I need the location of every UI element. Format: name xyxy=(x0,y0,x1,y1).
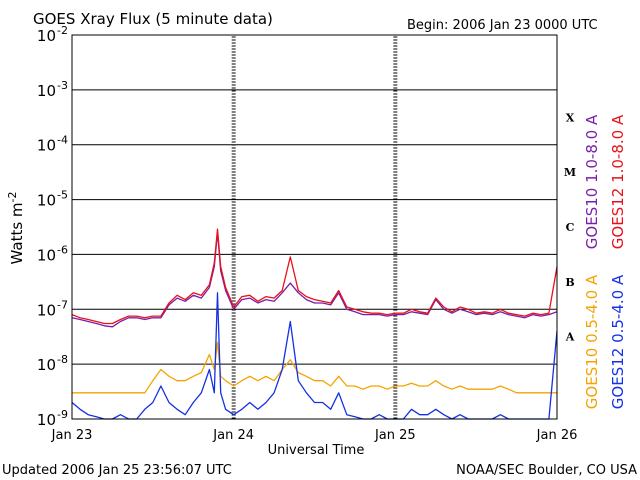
y-tick-label: 10 -7 xyxy=(37,298,68,319)
svg-text:Watts m-2: Watts m-2 xyxy=(6,192,26,265)
series-layer xyxy=(71,228,558,420)
y-tick-base: 10 xyxy=(37,192,56,210)
legend-label: GOES12 1.0-8.0 A xyxy=(609,114,627,249)
flare-class-label: A xyxy=(565,331,575,344)
y-axis-label: Watts m-2 xyxy=(6,192,26,265)
y-tick-label: 10 -3 xyxy=(37,79,68,100)
legend-entry: GOES10 1.0-8.0 A xyxy=(583,114,601,249)
y-tick-exponent: -2 xyxy=(57,24,68,37)
y-tick-exponent: -8 xyxy=(57,353,68,366)
x-tick-label: Jan 23 xyxy=(51,428,93,443)
day-tick-marks xyxy=(231,36,398,419)
begin-label: Begin: 2006 Jan 23 0000 UTC xyxy=(407,18,598,33)
y-tick-base: 10 xyxy=(37,301,56,319)
x-tick-label: Jan 24 xyxy=(212,428,254,443)
x-tick-label: Jan 25 xyxy=(374,428,416,443)
legend-entry: GOES12 0.5-4.0 A xyxy=(609,274,627,409)
y-tick-exponent: -6 xyxy=(57,243,68,256)
series-line xyxy=(72,341,557,394)
y-tick-label: 10 -4 xyxy=(37,134,68,155)
y-tick-label: 10 -8 xyxy=(37,353,68,374)
updated-timestamp: Updated 2006 Jan 25 23:56:07 UTC xyxy=(2,463,232,478)
legend-label: GOES12 0.5-4.0 A xyxy=(609,274,627,409)
y-tick-labels: 10-210-310-410-510-610-710-810-9 xyxy=(37,24,68,429)
series-line xyxy=(71,231,558,328)
flare-class-label: X xyxy=(566,111,575,124)
y-tick-exponent: -4 xyxy=(57,134,68,147)
legend-entry: GOES12 1.0-8.0 A xyxy=(609,114,627,249)
credit-label: NOAA/SEC Boulder, CO USA xyxy=(456,463,637,478)
y-tick-base: 10 xyxy=(37,137,56,155)
x-axis-label: Universal Time xyxy=(268,443,365,458)
y-tick-label: 10 -2 xyxy=(37,24,68,45)
flare-class-label: C xyxy=(566,221,575,234)
flare-class-label: B xyxy=(565,276,574,289)
x-tick-label: Jan 26 xyxy=(536,428,578,443)
y-axis-label-exponent: -2 xyxy=(6,192,19,203)
legend-label: GOES10 0.5-4.0 A xyxy=(583,274,601,409)
y-tick-base: 10 xyxy=(37,246,56,264)
legend-entry: GOES10 0.5-4.0 A xyxy=(583,274,601,409)
y-tick-base: 10 xyxy=(37,356,56,374)
y-tick-base: 10 xyxy=(37,82,56,100)
y-tick-exponent: -7 xyxy=(57,298,68,311)
series-line xyxy=(71,228,558,325)
y-tick-exponent: -3 xyxy=(57,79,68,92)
y-axis-label-text: Watts m xyxy=(8,202,26,264)
flare-class-labels: X M C B A xyxy=(564,111,576,343)
y-tick-label: 10 -6 xyxy=(37,243,68,264)
chart-title: GOES Xray Flux (5 minute data) xyxy=(33,10,273,28)
legend: GOES10 1.0-8.0 A GOES12 1.0-8.0 A GOES10 0… xyxy=(583,114,627,409)
y-tick-base: 10 xyxy=(37,411,56,429)
y-tick-label: 10 -5 xyxy=(37,189,68,210)
y-tick-base: 10 xyxy=(37,27,56,45)
flare-class-label: M xyxy=(564,166,576,179)
legend-label: GOES10 1.0-8.0 A xyxy=(583,114,601,249)
y-tick-exponent: -5 xyxy=(57,189,68,202)
class-gridlines xyxy=(72,89,557,365)
y-tick-exponent: -9 xyxy=(57,408,68,421)
x-tick-labels: Jan 23 Jan 24 Jan 25 Jan 26 xyxy=(51,428,578,443)
y-tick-label: 10 -9 xyxy=(37,408,68,429)
plot-frame xyxy=(71,34,558,420)
